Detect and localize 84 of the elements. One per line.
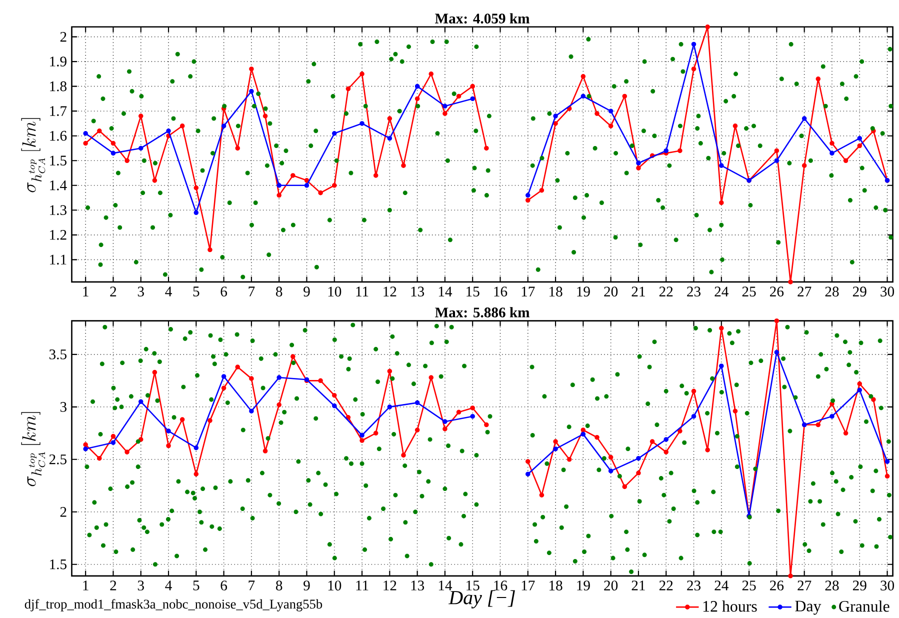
x-tick-label: 11 bbox=[356, 286, 368, 296]
x-tick-label: 10 bbox=[328, 286, 342, 297]
x-axis-title: Day [−] bbox=[448, 590, 515, 609]
x-tick-label: 2 bbox=[110, 286, 116, 296]
legend-label: Granule bbox=[839, 600, 890, 612]
x-tick-label: 8 bbox=[276, 286, 282, 297]
x-tick-label: 23 bbox=[687, 580, 700, 591]
x-tick-label: 4 bbox=[165, 286, 172, 296]
legend-label: Day bbox=[795, 600, 822, 615]
x-tick-label: 18 bbox=[550, 580, 562, 591]
x-tick-label: 9 bbox=[304, 580, 310, 591]
y-tick-label: 3 bbox=[60, 402, 66, 412]
x-tick-label: 14 bbox=[438, 286, 452, 296]
y-tick-label: 1.3 bbox=[50, 205, 66, 216]
x-tick-label: 20 bbox=[604, 286, 618, 297]
x-tick-label: 24 bbox=[714, 580, 728, 590]
y-tick-label: 2 bbox=[60, 507, 66, 517]
x-tick-label: 14 bbox=[438, 580, 452, 590]
x-tick-label: 8 bbox=[276, 580, 282, 591]
x-tick-label: 12 bbox=[384, 286, 396, 296]
x-tick-label: 28 bbox=[825, 286, 839, 297]
y-tick-label: 1.6 bbox=[50, 131, 67, 141]
chart-title: Max: 4.059 km bbox=[435, 13, 530, 24]
y-tick-label: 3.5 bbox=[50, 350, 66, 360]
x-tick-label: 30 bbox=[880, 580, 894, 591]
x-tick-label: 21 bbox=[632, 286, 645, 296]
y-tick-label: 2 bbox=[60, 32, 66, 42]
x-tick-label: 15 bbox=[466, 580, 480, 591]
x-tick-label: 11 bbox=[356, 580, 368, 590]
chart-title: Max: 5.886 km bbox=[435, 307, 530, 318]
x-tick-label: 25 bbox=[742, 580, 756, 591]
x-tick-label: 9 bbox=[304, 286, 310, 297]
y-tick-label: 1.8 bbox=[50, 81, 66, 92]
x-tick-label: 23 bbox=[687, 286, 700, 297]
x-tick-label: 7 bbox=[248, 580, 255, 590]
x-tick-label: 3 bbox=[138, 286, 144, 297]
y-tick-label: 1.5 bbox=[50, 560, 66, 570]
x-tick-label: 26 bbox=[770, 286, 784, 297]
y-tick-label: 1.1 bbox=[50, 254, 66, 265]
y-tick-label: 1.4 bbox=[50, 180, 67, 190]
x-tick-label: 22 bbox=[659, 580, 673, 590]
x-tick-label: 5 bbox=[193, 580, 200, 590]
x-tick-label: 18 bbox=[550, 286, 562, 297]
x-tick-label: 4 bbox=[165, 580, 172, 590]
x-tick-label: 6 bbox=[220, 286, 228, 297]
x-tick-label: 16 bbox=[494, 286, 508, 297]
x-tick-label: 2 bbox=[110, 580, 116, 590]
x-tick-label: 13 bbox=[411, 286, 424, 297]
x-tick-label: 27 bbox=[798, 286, 812, 296]
x-tick-label: 15 bbox=[466, 286, 480, 297]
x-tick-label: 19 bbox=[577, 286, 590, 297]
y-tick-label: 1.7 bbox=[50, 106, 67, 116]
y-tick-label: 2.5 bbox=[49, 454, 66, 464]
x-tick-label: 6 bbox=[220, 580, 228, 591]
y-tick-label: 1.5 bbox=[50, 156, 66, 166]
x-tick-label: 7 bbox=[248, 286, 255, 296]
y-tick-label: 1.2 bbox=[50, 230, 66, 240]
x-tick-label: 10 bbox=[328, 580, 342, 591]
x-tick-label: 29 bbox=[852, 580, 866, 591]
y-axis-title: $\sigma_{h^{top}_{CA}}\,[km]$ bbox=[21, 118, 46, 192]
x-tick-label: 24 bbox=[714, 286, 728, 296]
x-tick-label: 22 bbox=[659, 286, 673, 296]
x-tick-label: 21 bbox=[632, 580, 645, 590]
x-tick-label: 28 bbox=[825, 580, 839, 591]
x-tick-label: 17 bbox=[522, 580, 535, 590]
x-tick-label: 13 bbox=[411, 580, 424, 591]
x-tick-label: 16 bbox=[494, 580, 508, 591]
x-tick-label: 19 bbox=[577, 580, 590, 591]
text: djf_trop_mod1_fmask3a_nobc_nonoise_v5d_Lyang55b bbox=[24, 599, 322, 612]
x-tick-label: 27 bbox=[798, 580, 812, 590]
x-tick-label: 3 bbox=[138, 580, 144, 591]
x-tick-label: 30 bbox=[880, 286, 894, 297]
y-axis-title: $\sigma_{h^{top}_{CA}}\,[km]$ bbox=[21, 412, 46, 486]
x-tick-label: 1 bbox=[83, 580, 88, 590]
x-tick-label: 25 bbox=[742, 286, 756, 297]
x-tick-label: 12 bbox=[384, 580, 396, 590]
x-tick-label: 17 bbox=[522, 286, 535, 296]
x-tick-label: 26 bbox=[770, 580, 784, 591]
y-tick-label: 1.9 bbox=[50, 56, 66, 67]
x-tick-label: 1 bbox=[83, 286, 88, 296]
x-tick-label: 5 bbox=[193, 286, 200, 296]
legend-label: 12 hours bbox=[703, 600, 757, 612]
x-tick-label: 29 bbox=[852, 286, 866, 297]
x-tick-label: 20 bbox=[604, 580, 618, 591]
